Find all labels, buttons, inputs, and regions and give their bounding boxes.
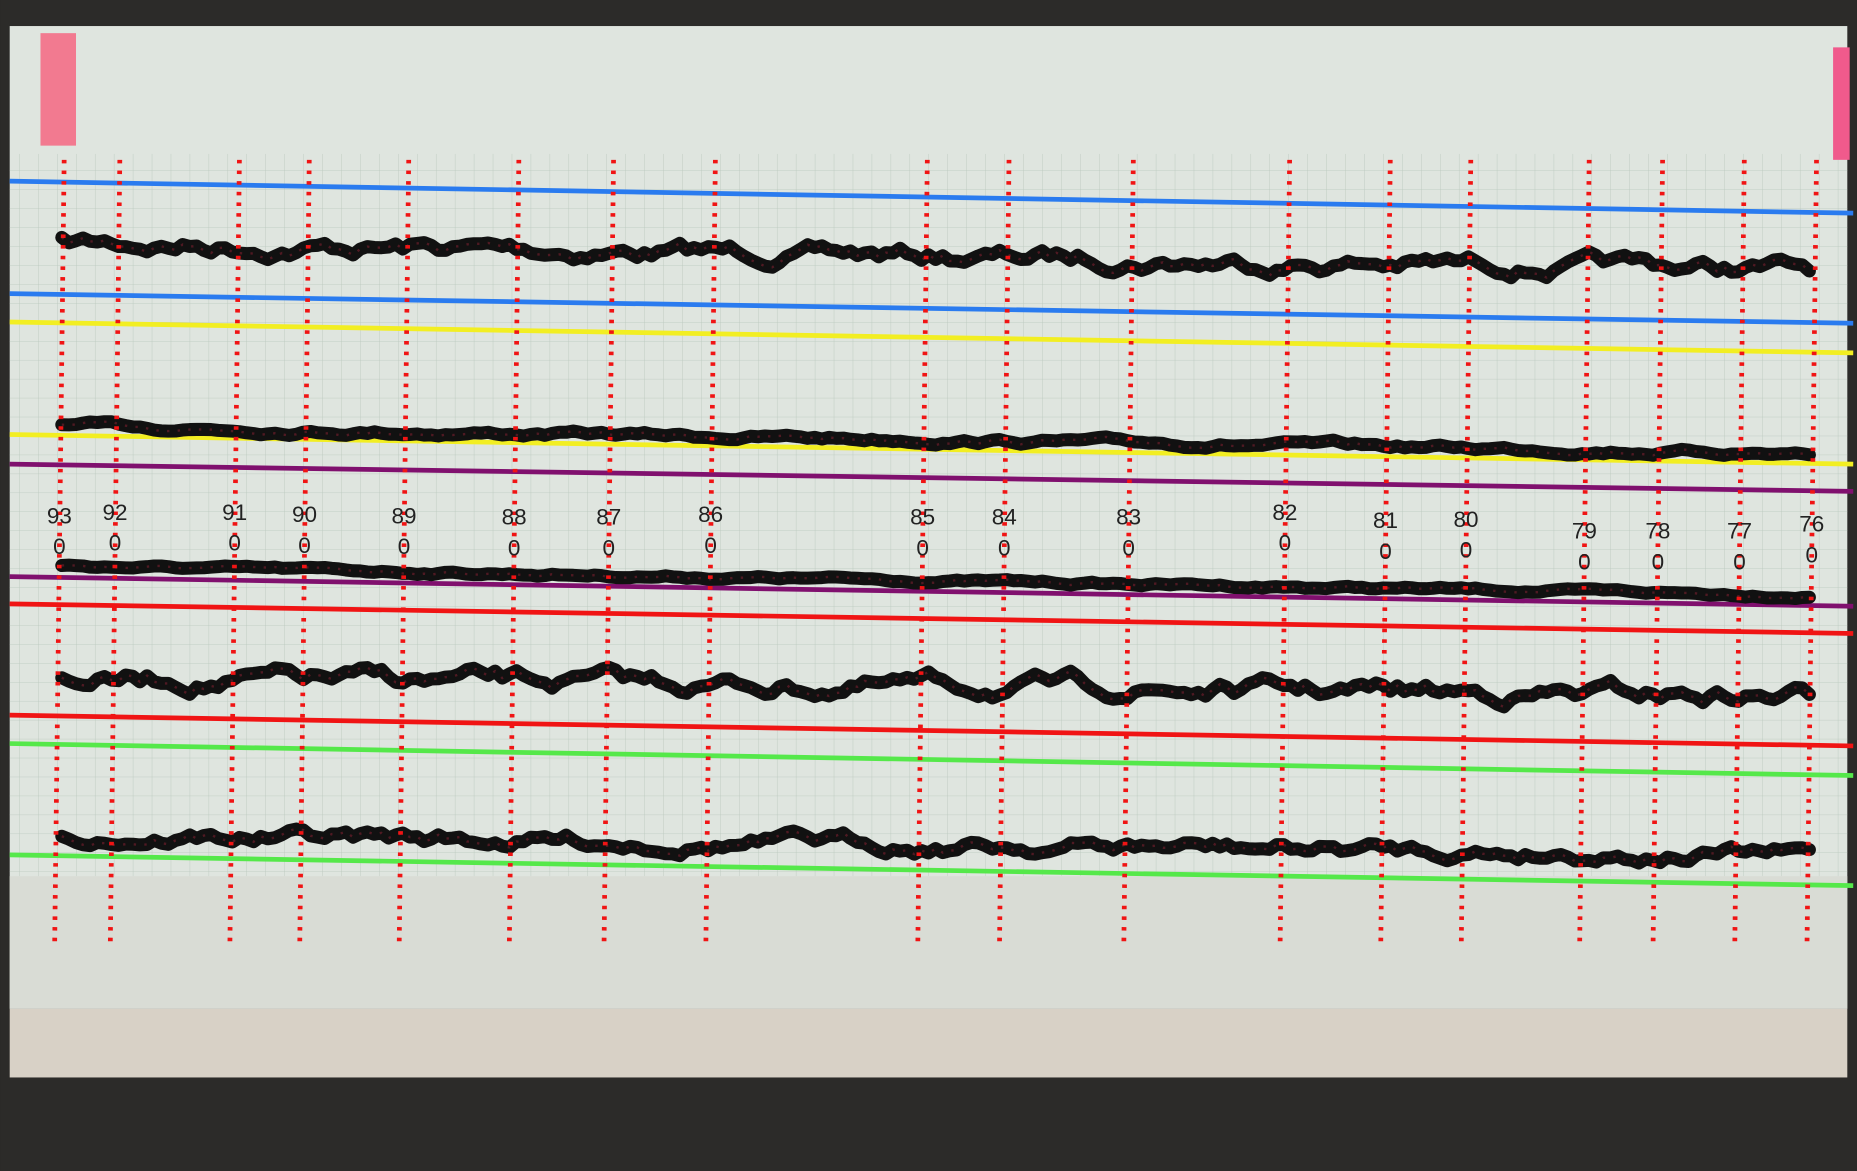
marker-sub: 0 [1733,550,1746,575]
marker-label: 76 [1799,512,1824,537]
marker-sub: 0 [603,535,616,560]
marker-sub: 0 [1279,531,1292,556]
marker-sub: 0 [704,533,717,558]
marker-label: 80 [1454,507,1479,532]
marker-sub: 0 [228,531,241,556]
marker-sub: 0 [1379,539,1392,564]
marker-label: 79 [1572,519,1597,544]
marker-label: 92 [103,500,128,525]
marker-label: 88 [502,505,527,530]
marker-sub: 0 [1460,538,1473,563]
marker-sub: 0 [1652,550,1665,575]
marker-label: 93 [47,503,72,528]
marker-sub: 0 [1806,542,1819,567]
marker-sub: 0 [916,535,929,560]
marker-sub: 0 [508,535,521,560]
marker-sub: 0 [298,533,311,558]
marker-label: 81 [1373,508,1398,533]
marker-label: 83 [1116,505,1141,530]
marker-sub: 0 [398,534,411,559]
marker-label: 87 [596,505,621,530]
marker-label: 86 [698,502,723,527]
marker-label: 85 [910,505,935,530]
sticky-note [1833,47,1850,159]
paper-lower [10,876,1848,1009]
marker-sub: 0 [109,531,122,556]
marker-label: 90 [292,502,317,527]
marker-sub: 0 [1578,550,1591,575]
marker-sub: 0 [53,534,66,559]
marker-label: 82 [1272,500,1297,525]
marker-label: 91 [222,500,247,525]
marker-label: 89 [391,503,416,528]
photo: 93 0 92 0 91 0 90 0 89 0 88 0 87 0 86 0 85 0 84 0 83 0 82 0 81 0 8… [0,0,1857,1171]
marker-label: 78 [1645,519,1670,544]
marker-sub: 0 [1122,535,1135,560]
sticky-note [40,33,76,145]
tray [10,1009,1848,1078]
marker-sub: 0 [998,535,1011,560]
marker-label: 77 [1727,519,1752,544]
marker-label: 84 [992,505,1017,530]
